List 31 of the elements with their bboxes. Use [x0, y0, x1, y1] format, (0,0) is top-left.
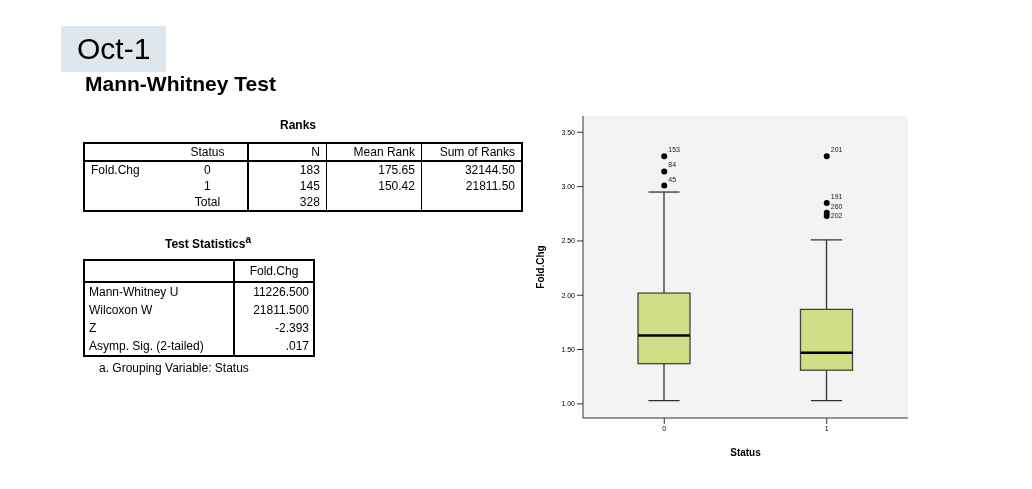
text: 183 — [248, 161, 327, 178]
text: 175.65 — [326, 161, 422, 178]
text: 32144.50 — [421, 161, 522, 178]
text: 11226.500 — [234, 282, 314, 301]
text: Fold.Chg — [234, 260, 314, 282]
text: Test Statistics$^{a}$ — [164, 234, 252, 251]
text: Z — [88, 320, 98, 337]
text: a. Grouping Variable: Status — [99, 361, 250, 375]
text: 145 — [248, 178, 327, 194]
text: Mann-Whitney U — [88, 284, 180, 301]
text: 21811.500 — [234, 301, 314, 319]
text: Status — [167, 143, 249, 161]
text: Ranks — [279, 118, 317, 132]
text: 328 — [248, 194, 327, 211]
text: 150.42 — [326, 178, 422, 194]
text: 0 — [203, 162, 212, 178]
y-axis-title: Fold.Chg — [534, 245, 546, 289]
text: Mann-Whitney Test — [85, 72, 277, 96]
text: 1 — [203, 178, 212, 194]
text: .017 — [234, 337, 314, 356]
text: Mean Rank — [326, 143, 422, 161]
text: Sum of Ranks — [421, 143, 522, 161]
text: Total — [193, 194, 222, 211]
text: N — [248, 143, 327, 161]
text: Oct-1 — [61, 26, 167, 72]
x-axis-title: Status — [730, 447, 762, 458]
text: Asymp. Sig. (2-tailed) — [88, 338, 205, 355]
text: Wilcoxon W — [88, 302, 154, 319]
text: Fold.Chg — [90, 162, 141, 178]
text: 21811.50 — [421, 178, 522, 194]
text: -2.393 — [234, 319, 314, 337]
